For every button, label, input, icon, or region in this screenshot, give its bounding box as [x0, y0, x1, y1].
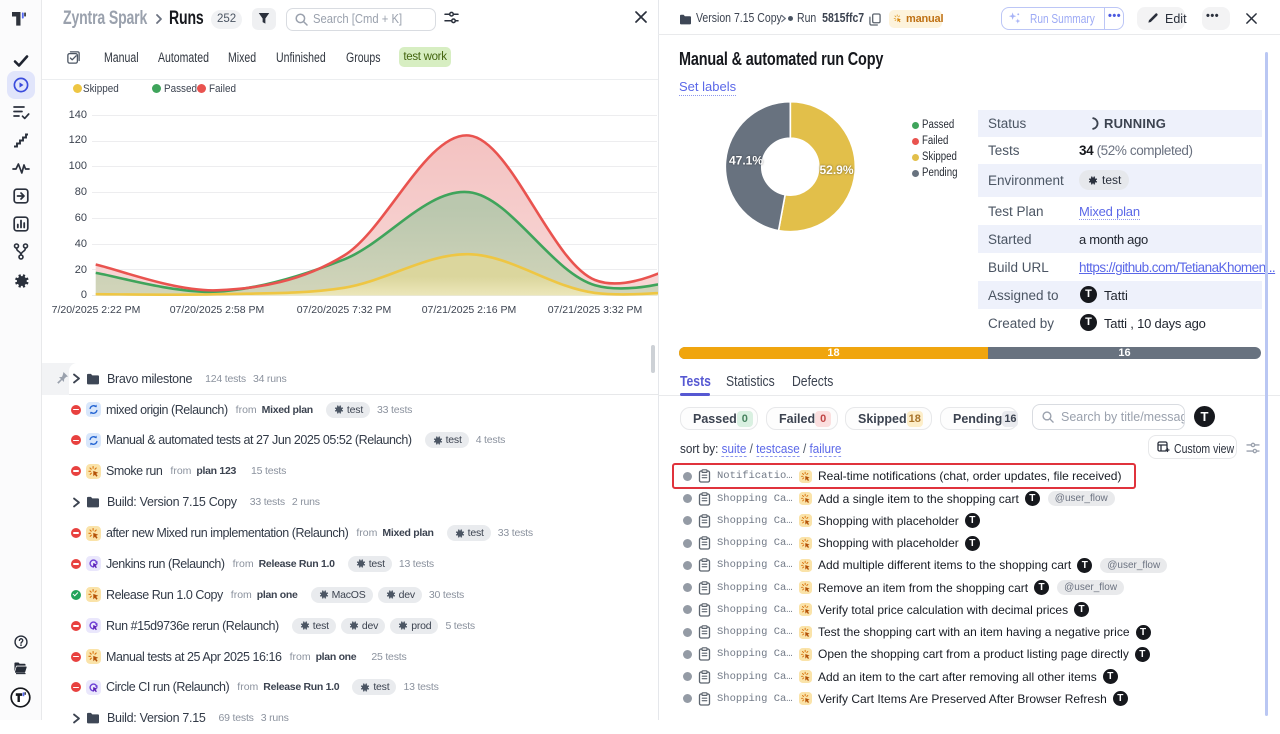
- svg-text:47.1%: 47.1%: [729, 154, 763, 168]
- svg-text:52.9%: 52.9%: [819, 163, 853, 177]
